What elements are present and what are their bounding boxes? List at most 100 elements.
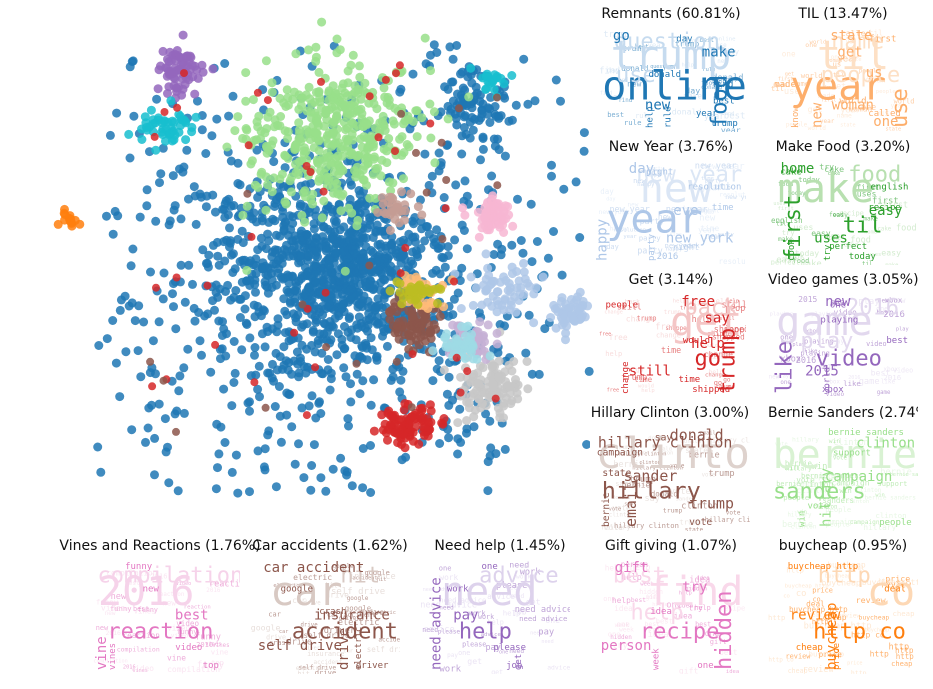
point-remnants — [143, 423, 153, 433]
point-remnants — [152, 94, 162, 104]
point-make-food — [483, 263, 493, 273]
wordcloud-word: driver — [301, 646, 321, 652]
point-remnants — [130, 316, 140, 326]
wordcloud-word: buycheap http — [804, 622, 872, 632]
wordcloud-word: new york — [725, 193, 746, 201]
wordcloud-word: change — [621, 361, 631, 394]
point-remnants — [235, 294, 245, 304]
point-new-year — [338, 98, 348, 108]
wordcloud-word: xbox — [883, 366, 898, 373]
point-remnants — [284, 272, 294, 281]
point-new-year — [332, 179, 342, 188]
wordcloud-word: self drive — [303, 631, 350, 640]
point-vines-and-reactions — [460, 210, 470, 220]
point-remnants — [450, 235, 460, 245]
point-remnants — [208, 190, 218, 200]
wordcloud-word: 2015 — [781, 335, 797, 343]
point-new-year — [399, 119, 408, 129]
point-remnants — [206, 367, 216, 377]
wordcloud-word: drive — [301, 622, 319, 628]
wordcloud-word: help — [646, 106, 656, 128]
wordcloud-word: bernie — [689, 451, 720, 461]
point-need-help — [166, 56, 176, 66]
point-accent — [498, 207, 508, 217]
wordcloud-word: would — [638, 384, 654, 390]
wordcloud-word: vine — [167, 654, 186, 663]
point-remnants — [434, 148, 444, 158]
point-remnants — [170, 201, 180, 211]
wordcloud-word: deal — [850, 566, 864, 572]
wordcloud-word: donald — [672, 107, 702, 117]
wordcloud-word: state — [846, 57, 862, 63]
point-remnants — [270, 199, 280, 208]
wordcloud-word: cheap — [796, 643, 823, 653]
wordcloud-word: people — [879, 518, 912, 528]
wordcloud-word: deal — [809, 613, 822, 619]
wordcloud-word: play — [792, 342, 805, 348]
point-make-food — [557, 315, 567, 324]
wordcloud-word: best — [719, 648, 737, 657]
point-new-year — [327, 158, 337, 168]
point-remnants — [354, 312, 364, 322]
point-remnants — [424, 180, 434, 190]
wordcloud-word: vine — [94, 636, 110, 670]
wordcloud-word: bernie sanders — [801, 471, 863, 480]
wordcloud-word: new — [645, 98, 671, 114]
point-remnants — [361, 233, 371, 243]
wordcloud-title: Hillary Clinton (3.00%) — [590, 405, 750, 421]
point-remnants — [584, 366, 594, 376]
point-remnants — [278, 212, 288, 222]
wordcloud-word: state — [830, 28, 872, 44]
point-new-year — [384, 134, 394, 143]
point-remnants — [207, 131, 217, 141]
wordcloud-word: people — [606, 300, 639, 310]
point-remnants — [357, 302, 367, 312]
point-remnants — [309, 219, 319, 229]
point-remnants — [224, 111, 234, 121]
point-hillary-clinton — [426, 327, 436, 337]
point-remnants — [96, 467, 106, 477]
point-gift-giving — [124, 129, 134, 139]
wordcloud-word: help — [641, 388, 655, 394]
point-remnants — [332, 350, 342, 360]
point-remnants — [298, 320, 308, 330]
point-remnants — [180, 297, 190, 307]
wordcloud-word: day — [606, 197, 615, 203]
point-remnants — [443, 242, 453, 252]
point-remnants — [203, 259, 212, 268]
point-remnants — [571, 177, 581, 187]
wordcloud-panel: Remnants (60.81%) donald new make year find ye… — [596, 4, 746, 134]
point-get — [180, 69, 188, 78]
wordcloud-word: easy — [776, 255, 797, 265]
wordcloud-word: idea — [614, 604, 633, 613]
wordcloud-word: til — [843, 213, 883, 238]
point-new-year — [425, 99, 435, 109]
point-bernie-sanders — [439, 365, 449, 375]
wordcloud-word: hit — [326, 582, 338, 590]
wordcloud-word: clinton — [813, 505, 837, 511]
point-new-year — [363, 142, 373, 152]
point-remnants — [310, 347, 320, 357]
point-remnants — [258, 305, 268, 315]
wordcloud-word: first — [781, 195, 806, 261]
point-remnants — [360, 323, 370, 333]
point-accent — [495, 222, 505, 232]
wordcloud-word: year — [696, 109, 718, 119]
point-new-year — [397, 103, 407, 113]
wordcloud-word: new — [627, 80, 642, 89]
point-remnants — [229, 201, 239, 210]
point-remnants — [459, 112, 469, 122]
point-remnants — [148, 336, 158, 346]
wordcloud-word: need advice — [439, 595, 486, 604]
wordcloud-word: make — [801, 260, 822, 265]
point-make-food — [525, 281, 534, 291]
wordcloud-word: world — [801, 71, 823, 80]
point-remnants — [351, 335, 361, 345]
point-remnants — [190, 316, 200, 326]
wordcloud-word: help — [691, 336, 725, 352]
wordcloud-word: support — [878, 479, 908, 488]
wordcloud-word: vote — [702, 472, 716, 478]
point-remnants — [179, 363, 189, 373]
point-remnants — [274, 264, 284, 274]
